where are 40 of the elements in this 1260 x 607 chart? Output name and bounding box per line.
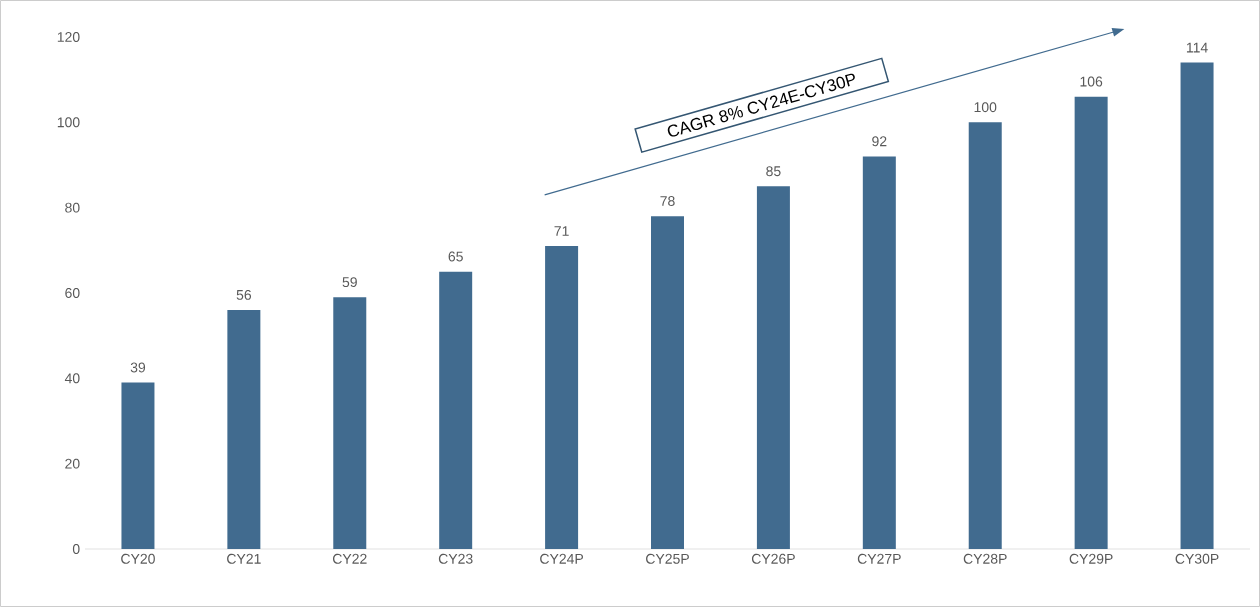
data-label: 65 <box>448 251 463 262</box>
data-label: 71 <box>554 226 569 236</box>
bar <box>651 216 684 549</box>
bar <box>862 156 896 549</box>
y-tick-label: 40 <box>64 373 80 384</box>
x-tick-label: CY26P <box>751 553 795 564</box>
data-label: 100 <box>974 102 997 113</box>
x-tick-label: CY25P <box>646 553 689 564</box>
bar <box>121 382 155 549</box>
x-tick-label: CY21 <box>227 553 261 564</box>
x-tick-label: CY28P <box>963 553 1007 564</box>
y-tick-label: 20 <box>65 458 80 469</box>
x-tick-label: CY29P <box>1069 553 1113 564</box>
data-label: 78 <box>660 196 675 206</box>
y-tick-label: 80 <box>65 202 80 213</box>
x-tick-label: CY27P <box>857 553 901 564</box>
bar <box>968 122 1002 549</box>
x-tick-label: CY22 <box>332 553 367 564</box>
bar <box>439 271 473 549</box>
data-label: 39 <box>130 362 146 373</box>
y-tick-label: 0 <box>72 544 80 554</box>
data-label: 114 <box>1186 42 1208 53</box>
bar <box>1180 62 1214 549</box>
x-tick-label: CY23 <box>438 553 473 564</box>
data-label: 85 <box>766 166 781 177</box>
bar <box>1074 96 1108 549</box>
x-tick-label: CY24P <box>540 553 584 564</box>
bar <box>227 310 261 549</box>
x-tick-label: CY30P <box>1175 553 1219 564</box>
bar <box>756 186 790 549</box>
bar <box>333 297 367 549</box>
y-tick-label: 100 <box>57 117 80 128</box>
data-label: 92 <box>872 136 887 147</box>
x-tick-label: CY20 <box>121 553 155 564</box>
y-tick-label: 120 <box>57 32 80 42</box>
data-label: 59 <box>342 277 357 288</box>
data-label: 106 <box>1080 76 1103 87</box>
bar <box>545 246 579 549</box>
data-label: 56 <box>236 289 252 300</box>
y-tick-label: 60 <box>65 288 80 298</box>
